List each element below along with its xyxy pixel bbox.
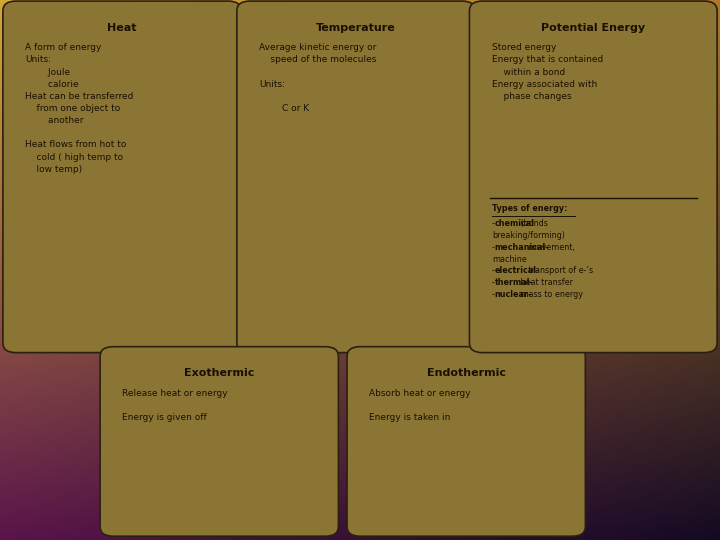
Text: Absorb heat or energy

Energy is taken in: Absorb heat or energy Energy is taken in: [369, 389, 471, 422]
Text: Endothermic: Endothermic: [427, 368, 505, 379]
Text: Release heat or energy

Energy is given off: Release heat or energy Energy is given o…: [122, 389, 228, 422]
Text: machine: machine: [492, 254, 526, 264]
Text: -: -: [492, 278, 495, 287]
Text: breaking/forming): breaking/forming): [492, 231, 564, 240]
Text: movement,: movement,: [526, 242, 575, 252]
Text: -: -: [492, 266, 495, 275]
FancyBboxPatch shape: [100, 347, 338, 536]
Text: Average kinetic energy or
    speed of the molecules

Units:

        C or K: Average kinetic energy or speed of the m…: [259, 43, 377, 113]
Text: Stored energy
Energy that is contained
    within a bond
Energy associated with
: Stored energy Energy that is contained w…: [492, 43, 603, 101]
Text: Types of energy:: Types of energy:: [492, 204, 567, 213]
Text: chemical: chemical: [495, 219, 535, 228]
Text: mechanical-: mechanical-: [495, 242, 549, 252]
Text: Potential Energy: Potential Energy: [541, 23, 645, 33]
Text: Exothermic: Exothermic: [184, 368, 254, 379]
Text: Heat: Heat: [107, 23, 137, 33]
Text: -: -: [492, 290, 495, 299]
FancyBboxPatch shape: [237, 1, 475, 353]
Text: -: -: [492, 242, 495, 252]
FancyBboxPatch shape: [347, 347, 585, 536]
Text: heat transfer: heat transfer: [518, 278, 572, 287]
FancyBboxPatch shape: [469, 1, 717, 353]
Text: transport of e-’s: transport of e-’s: [526, 266, 593, 275]
FancyBboxPatch shape: [3, 1, 241, 353]
Text: nuclear-: nuclear-: [495, 290, 532, 299]
Text: electrical-: electrical-: [495, 266, 540, 275]
Text: thermal-: thermal-: [495, 278, 534, 287]
Text: (bonds: (bonds: [518, 219, 547, 228]
Text: -: -: [492, 219, 495, 228]
Text: A form of energy
Units:
        Joule
        calorie
Heat can be transferred
  : A form of energy Units: Joule calorie He…: [25, 43, 134, 174]
Text: mass to energy: mass to energy: [518, 290, 582, 299]
Text: Temperature: Temperature: [316, 23, 396, 33]
